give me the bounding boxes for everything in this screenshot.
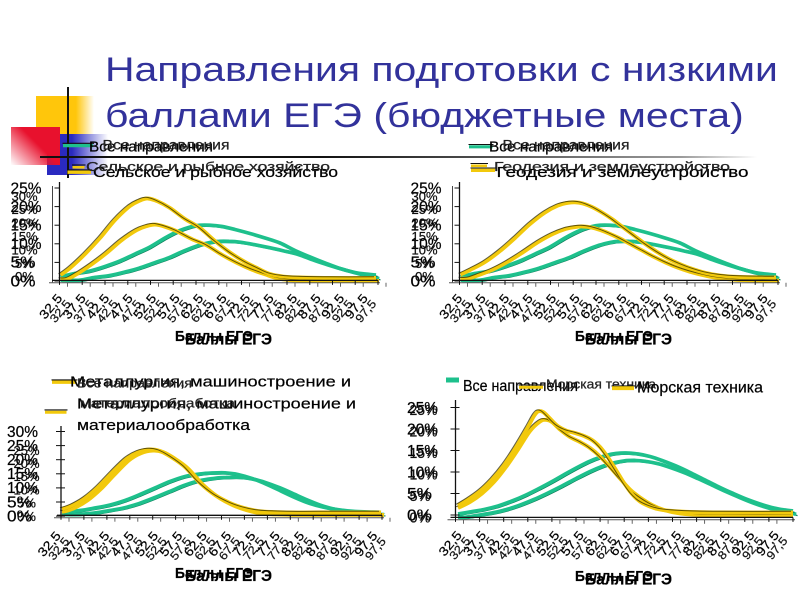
svg-text:5%: 5% bbox=[11, 255, 36, 272]
svg-text:10%: 10% bbox=[12, 243, 38, 257]
svg-text:Баллы ЕГЭ: Баллы ЕГЭ bbox=[185, 332, 272, 349]
svg-text:5%: 5% bbox=[7, 494, 32, 511]
svg-text:15%: 15% bbox=[12, 230, 38, 244]
svg-text:Баллы ЕГЭ: Баллы ЕГЭ bbox=[185, 568, 272, 585]
svg-text:0%: 0% bbox=[411, 273, 436, 290]
svg-text:25%: 25% bbox=[12, 203, 38, 217]
svg-text:25%: 25% bbox=[412, 203, 438, 217]
svg-text:Баллы ЕГЭ: Баллы ЕГЭ bbox=[585, 332, 672, 349]
svg-text:Морская техника: Морская техника bbox=[637, 380, 763, 397]
svg-text:Все направления: Все направления bbox=[489, 140, 613, 156]
svg-text:30%: 30% bbox=[7, 424, 38, 441]
svg-text:10%: 10% bbox=[412, 243, 438, 257]
svg-text:0%: 0% bbox=[7, 508, 32, 525]
svg-text:Металлургия, машиностроение и: Металлургия, машиностроение и bbox=[70, 374, 351, 391]
svg-text:15%: 15% bbox=[14, 470, 40, 484]
svg-text:Баллы ЕГЭ: Баллы ЕГЭ bbox=[175, 328, 253, 345]
svg-text:20%: 20% bbox=[411, 199, 442, 216]
svg-text:25%: 25% bbox=[14, 444, 40, 458]
svg-text:Все направления: Все направления bbox=[103, 138, 230, 153]
svg-text:5%: 5% bbox=[410, 489, 431, 505]
svg-text:25%: 25% bbox=[407, 400, 438, 417]
svg-text:5%: 5% bbox=[411, 255, 436, 272]
svg-text:0%: 0% bbox=[410, 510, 431, 526]
svg-text:25%: 25% bbox=[7, 438, 38, 455]
svg-text:Геодезия и землеустройство: Геодезия и землеустройство bbox=[497, 165, 749, 181]
svg-text:5%: 5% bbox=[407, 486, 432, 503]
svg-text:Сельское и рыбное хозяйство: Сельское и рыбное хозяйство bbox=[86, 159, 330, 174]
svg-text:Сельское и рыбное хозяйство: Сельское и рыбное хозяйство bbox=[93, 165, 338, 181]
svg-text:5%: 5% bbox=[17, 497, 36, 511]
svg-text:20%: 20% bbox=[7, 452, 38, 469]
svg-text:Металлургия, машиностроение и: Металлургия, машиностроение и bbox=[77, 396, 356, 413]
svg-text:10%: 10% bbox=[14, 483, 40, 497]
svg-text:25%: 25% bbox=[11, 180, 42, 197]
svg-text:20%: 20% bbox=[407, 421, 438, 438]
svg-text:30%: 30% bbox=[412, 190, 438, 204]
svg-text:Геодезия и землеустройство: Геодезия и землеустройство bbox=[494, 159, 730, 174]
svg-text:15%: 15% bbox=[11, 218, 42, 235]
svg-text:0%: 0% bbox=[17, 510, 36, 524]
svg-text:Все направления: Все направления bbox=[77, 376, 192, 391]
svg-text:20%: 20% bbox=[11, 199, 42, 216]
svg-text:материалообработка: материалообработка bbox=[77, 417, 251, 434]
svg-text:15%: 15% bbox=[7, 466, 38, 483]
svg-text:10%: 10% bbox=[11, 236, 42, 253]
svg-text:0%: 0% bbox=[15, 270, 34, 284]
svg-text:0%: 0% bbox=[11, 273, 36, 290]
svg-text:15%: 15% bbox=[411, 218, 442, 235]
svg-text:Баллы ЕГЭ: Баллы ЕГЭ bbox=[575, 328, 653, 345]
svg-text:Все направления: Все направления bbox=[89, 140, 213, 156]
svg-text:20%: 20% bbox=[12, 217, 38, 231]
svg-text:20%: 20% bbox=[14, 457, 40, 471]
svg-text:Баллы ЕГЭ: Баллы ЕГЭ bbox=[175, 565, 253, 582]
svg-text:0%: 0% bbox=[415, 270, 434, 284]
svg-text:20%: 20% bbox=[412, 217, 438, 231]
svg-text:10%: 10% bbox=[411, 236, 442, 253]
svg-text:Баллы ЕГЭ: Баллы ЕГЭ bbox=[575, 568, 653, 585]
svg-text:15%: 15% bbox=[410, 446, 438, 462]
svg-text:Баллы ЕГЭ: Баллы ЕГЭ bbox=[585, 572, 672, 589]
svg-text:материалообработка: материалообработка bbox=[80, 396, 236, 411]
svg-text:Все направления: Все направления bbox=[503, 138, 630, 153]
svg-text:10%: 10% bbox=[410, 467, 438, 483]
svg-text:30%: 30% bbox=[12, 190, 38, 204]
svg-text:5%: 5% bbox=[415, 257, 434, 271]
svg-text:0%: 0% bbox=[407, 507, 432, 524]
svg-text:10%: 10% bbox=[407, 464, 438, 481]
svg-text:15%: 15% bbox=[407, 443, 438, 460]
svg-text:5%: 5% bbox=[15, 257, 34, 271]
svg-text:15%: 15% bbox=[412, 230, 438, 244]
svg-text:25%: 25% bbox=[411, 180, 442, 197]
svg-text:10%: 10% bbox=[7, 480, 38, 497]
svg-text:20%: 20% bbox=[410, 424, 438, 440]
svg-text:25%: 25% bbox=[410, 403, 438, 419]
